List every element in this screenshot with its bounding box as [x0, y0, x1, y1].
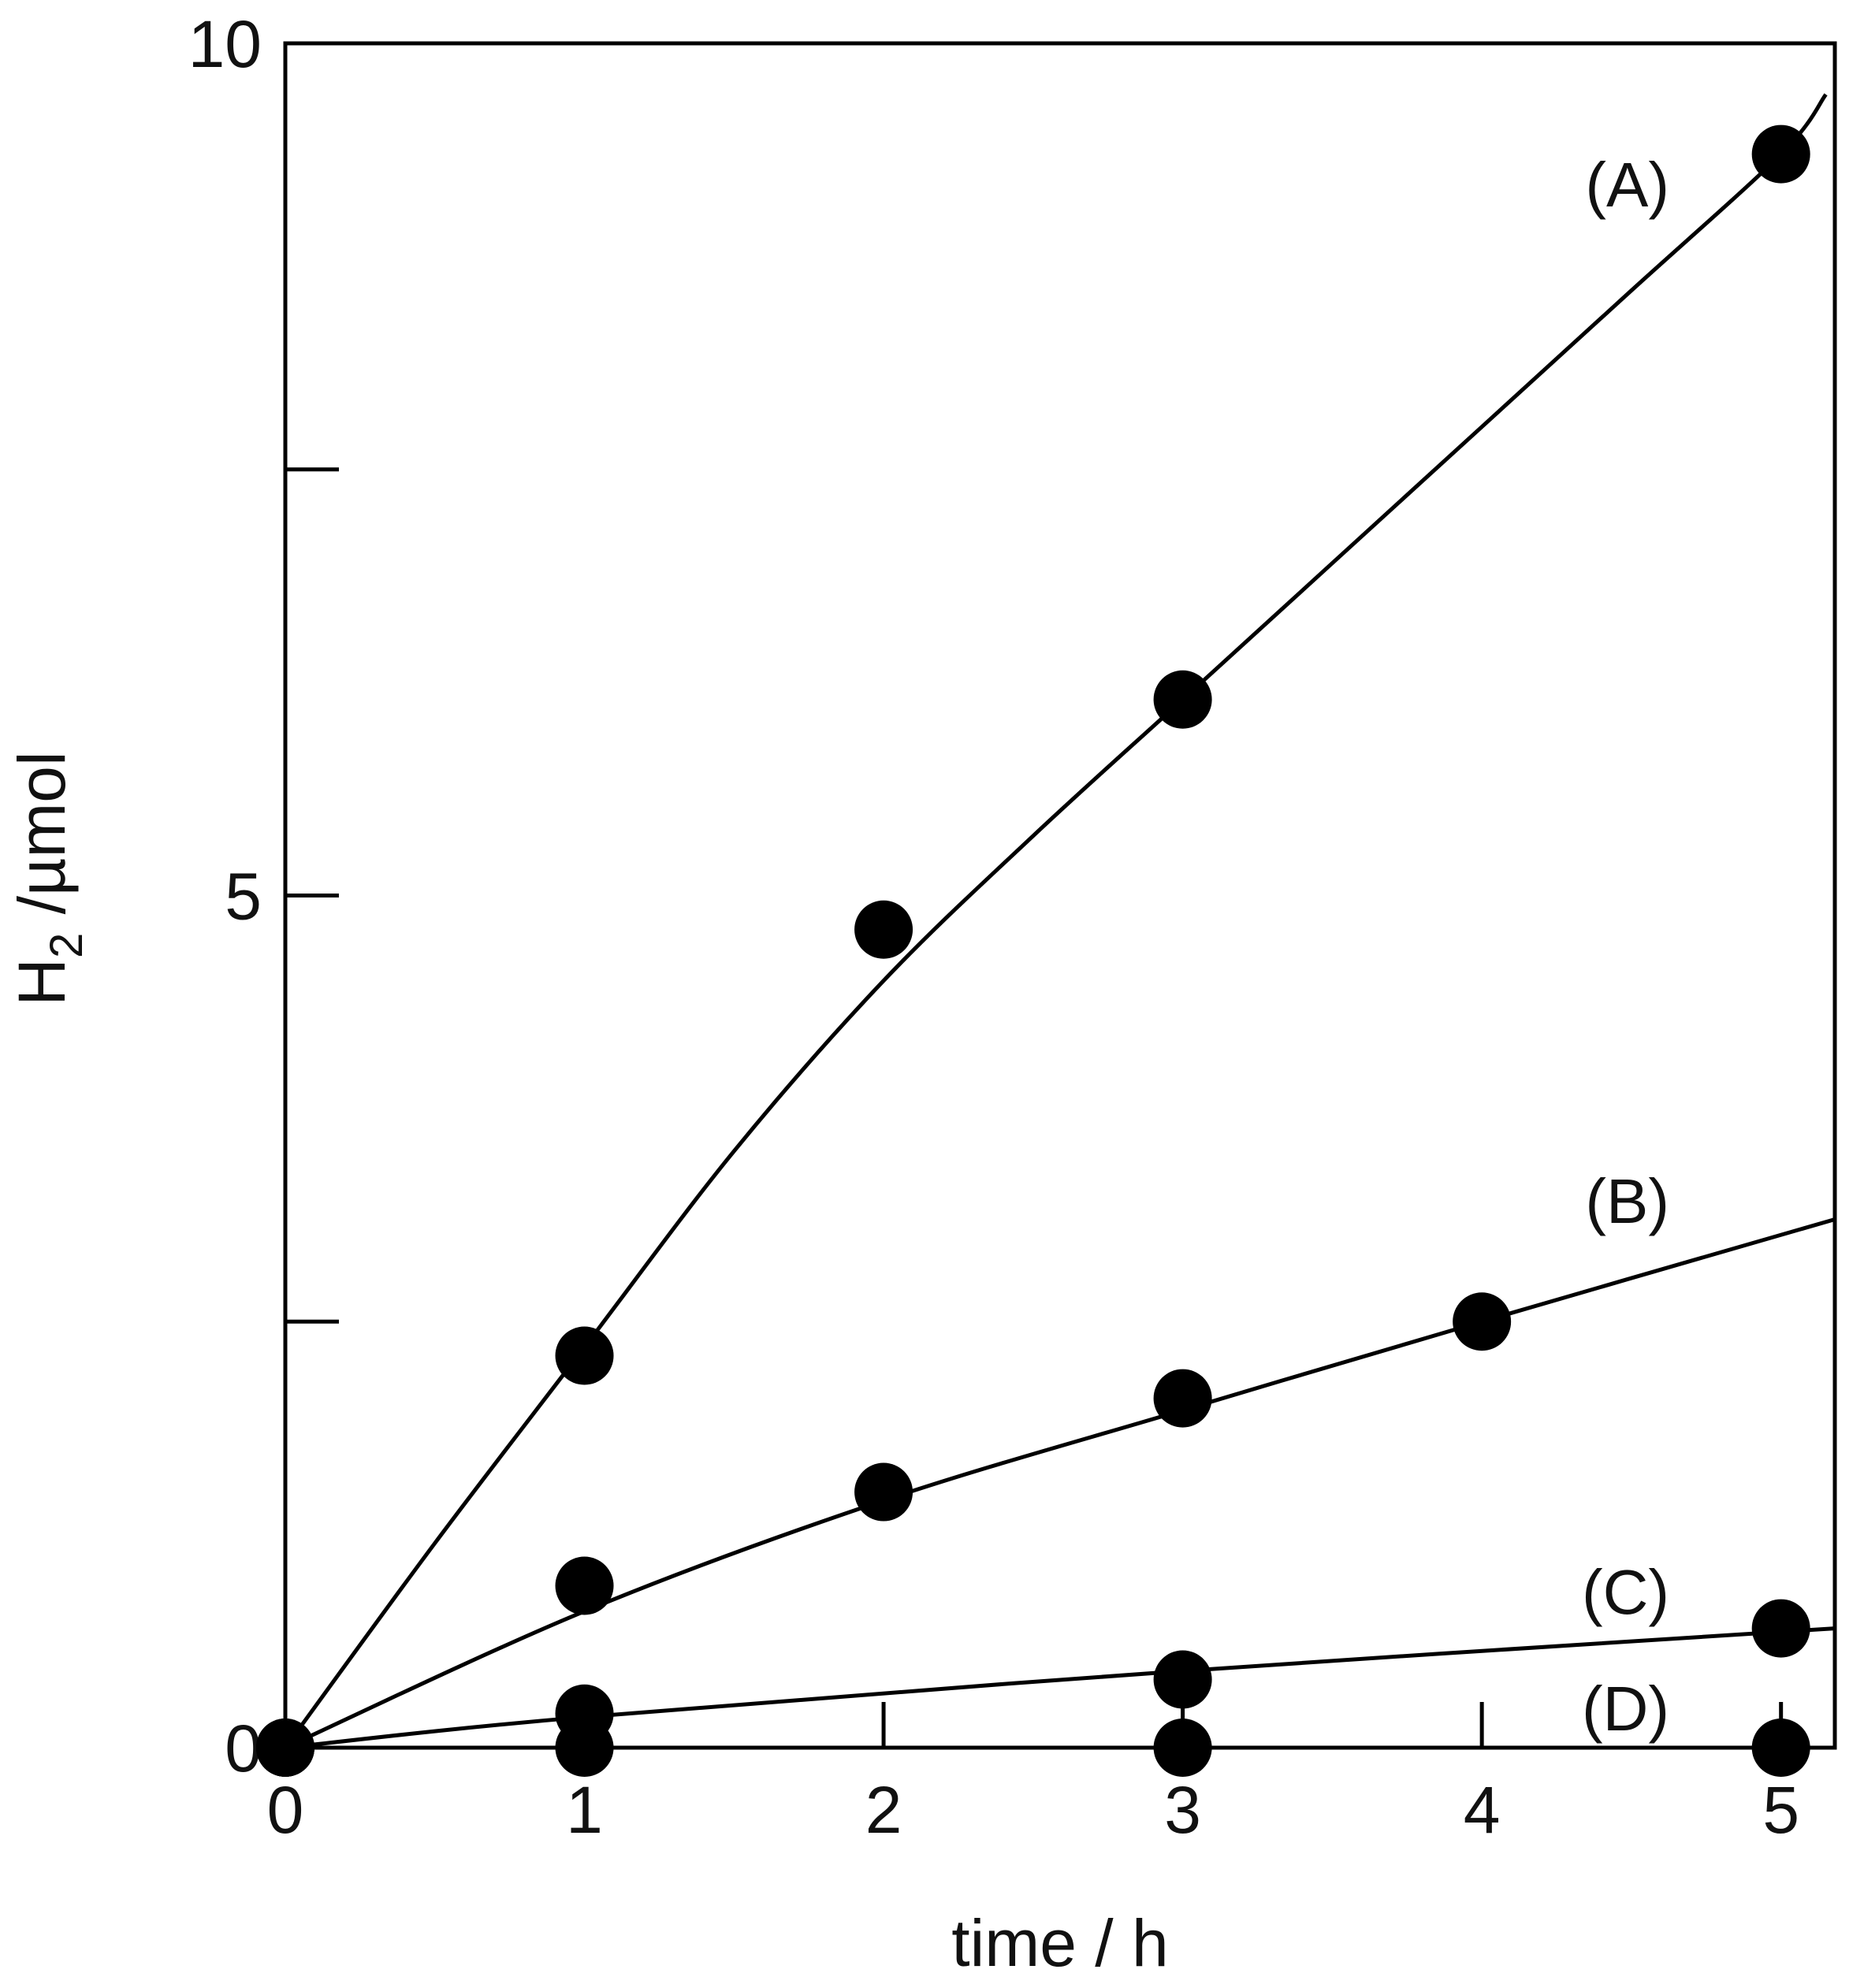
fit-curves — [283, 93, 1836, 1750]
series-labels: (A) (B) (C) (D) — [1582, 150, 1669, 1744]
fit-curve — [285, 1626, 1836, 1750]
data-point — [1153, 1369, 1212, 1428]
series-label: (D) — [1582, 1674, 1669, 1744]
x-tick-label: 2 — [865, 1773, 902, 1847]
data-point — [1751, 124, 1810, 184]
data-point — [854, 900, 913, 959]
x-tick-label: 3 — [1164, 1773, 1201, 1847]
data-points — [256, 124, 1810, 1777]
data-point — [1751, 1599, 1810, 1658]
y-tick-label: 0 — [225, 1711, 262, 1785]
x-tick-label: 0 — [267, 1773, 304, 1847]
data-point — [1153, 1719, 1212, 1777]
data-point — [555, 1719, 614, 1777]
data-point — [854, 1462, 913, 1522]
series-label: (A) — [1585, 150, 1669, 220]
series-label: (B) — [1585, 1166, 1669, 1236]
y-tick-label: 10 — [188, 7, 262, 81]
data-point — [555, 1556, 614, 1615]
fit-curve — [283, 93, 1828, 1749]
x-tick-label: 4 — [1464, 1773, 1501, 1847]
plot-frame — [283, 41, 1837, 1750]
data-point — [1153, 670, 1212, 729]
data-point — [555, 1326, 614, 1385]
x-axis-title: time / h — [951, 1906, 1168, 1980]
data-point — [1453, 1292, 1512, 1351]
data-point — [1153, 1650, 1212, 1709]
data-point — [1751, 1719, 1810, 1777]
data-point — [256, 1719, 314, 1777]
x-tick-label: 1 — [566, 1773, 603, 1847]
y-axis-title: H2 /µmol — [5, 751, 92, 1005]
series-label: (C) — [1582, 1557, 1669, 1627]
fit-curve — [284, 1217, 1836, 1750]
x-tick-label: 5 — [1762, 1773, 1799, 1847]
y-tick-label: 5 — [225, 860, 262, 934]
